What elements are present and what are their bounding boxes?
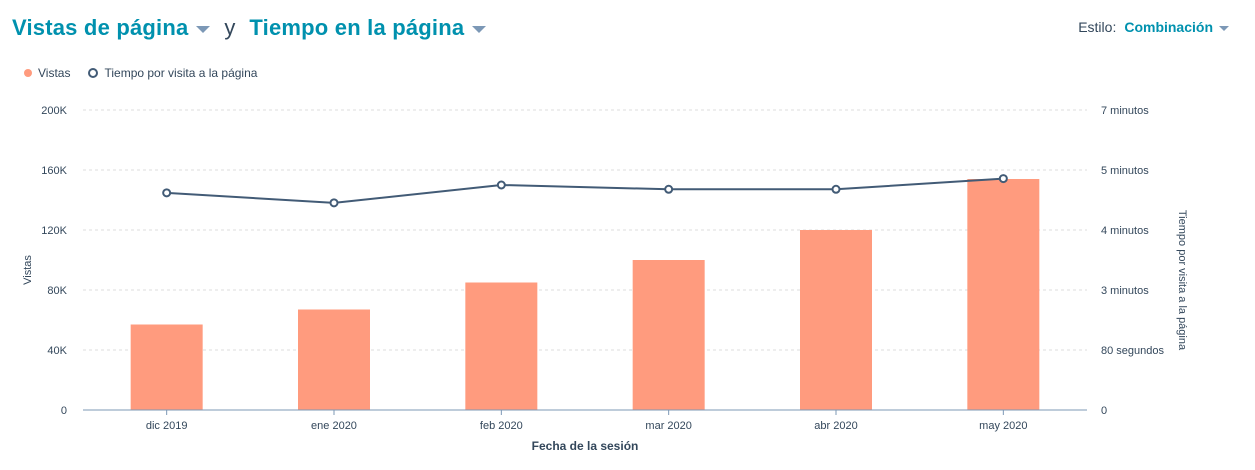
y2-tick-label: 7 minutos (1101, 105, 1149, 117)
metric2-selector[interactable]: Tiempo en la página (249, 15, 487, 41)
chart-legend: Vistas Tiempo por visita a la página (24, 66, 275, 80)
metric1-selector[interactable]: Vistas de página (12, 15, 211, 41)
metric-connector: y (224, 15, 236, 40)
bar (465, 282, 538, 410)
x-tick-label: dic 2019 (146, 420, 188, 432)
x-tick-label: abr 2020 (814, 420, 857, 432)
y-tick-label: 80K (47, 285, 67, 297)
line-point (329, 198, 339, 208)
legend-label-line: Tiempo por visita a la página (104, 66, 258, 80)
y-tick-label: 0 (61, 405, 67, 417)
bar (632, 260, 705, 410)
y-tick-label: 200K (41, 105, 67, 117)
x-tick-label: ene 2020 (311, 420, 357, 432)
x-tick-label: mar 2020 (645, 420, 691, 432)
legend-label-bars: Vistas (38, 66, 71, 80)
chevron-down-icon (472, 25, 487, 33)
chevron-down-icon (1219, 25, 1229, 31)
metric2-label: Tiempo en la página (249, 15, 465, 40)
line-point (162, 188, 172, 198)
legend-item-line[interactable]: Tiempo por visita a la página (88, 66, 257, 80)
bar (298, 309, 370, 410)
y-tick-label: 120K (41, 225, 67, 237)
chart-header: Vistas de página y Tiempo en la página (12, 10, 487, 46)
y2-tick-label: 4 minutos (1101, 225, 1149, 237)
line-series (166, 177, 1004, 204)
y2-tick-label: 3 minutos (1101, 285, 1149, 297)
x-axis-title: Fecha de la sesión (532, 439, 639, 453)
line-point (496, 180, 506, 190)
chevron-down-icon (196, 25, 211, 33)
bar (130, 324, 203, 410)
line-point (998, 174, 1008, 184)
legend-item-bars[interactable]: Vistas (24, 66, 70, 80)
line-swatch-icon (88, 68, 99, 78)
style-label: Estilo: (1078, 19, 1117, 35)
bar (967, 179, 1040, 410)
line-point (664, 184, 674, 194)
metric1-label: Vistas de página (12, 15, 189, 40)
style-dropdown[interactable]: Combinación (1124, 19, 1229, 35)
bar (800, 230, 872, 410)
x-tick-label: may 2020 (979, 420, 1027, 432)
y2-tick-label: 5 minutos (1101, 165, 1149, 177)
y-tick-label: 40K (47, 345, 67, 357)
style-value: Combinación (1124, 19, 1213, 35)
y2-tick-label: 0 (1101, 405, 1107, 417)
bar-swatch-icon (24, 69, 32, 77)
y2-tick-label: 80 segundos (1101, 345, 1164, 357)
y-tick-label: 160K (41, 165, 67, 177)
y2-axis-title: Tiempo por visita a la página (1176, 210, 1188, 351)
style-control: Estilo: Combinación (1078, 19, 1229, 35)
x-tick-label: feb 2020 (480, 420, 523, 432)
y-axis-title: Vistas (22, 255, 34, 285)
line-point (831, 184, 841, 194)
